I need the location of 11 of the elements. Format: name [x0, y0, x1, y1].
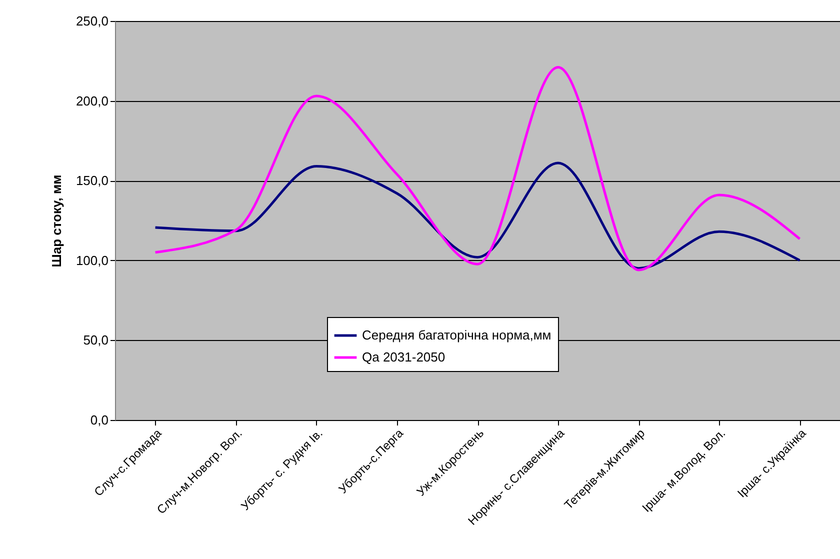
y-tick-label: 100,0 — [76, 252, 108, 268]
line-series — [154, 162, 801, 270]
y-tick-label: 200,0 — [76, 93, 108, 108]
y-tick-label: 0,0 — [90, 412, 108, 428]
y-axis-title: Шар стоку, мм — [48, 174, 64, 268]
y-tick-label: 150,0 — [76, 173, 108, 188]
y-tick-label: 50,0 — [83, 332, 108, 348]
y-tick-label: 250,0 — [76, 14, 108, 28]
line-series — [154, 66, 801, 272]
legend-label: Qа 2031-2050 — [362, 350, 446, 364]
legend-label: Середня багаторічна норма,мм — [362, 328, 552, 342]
